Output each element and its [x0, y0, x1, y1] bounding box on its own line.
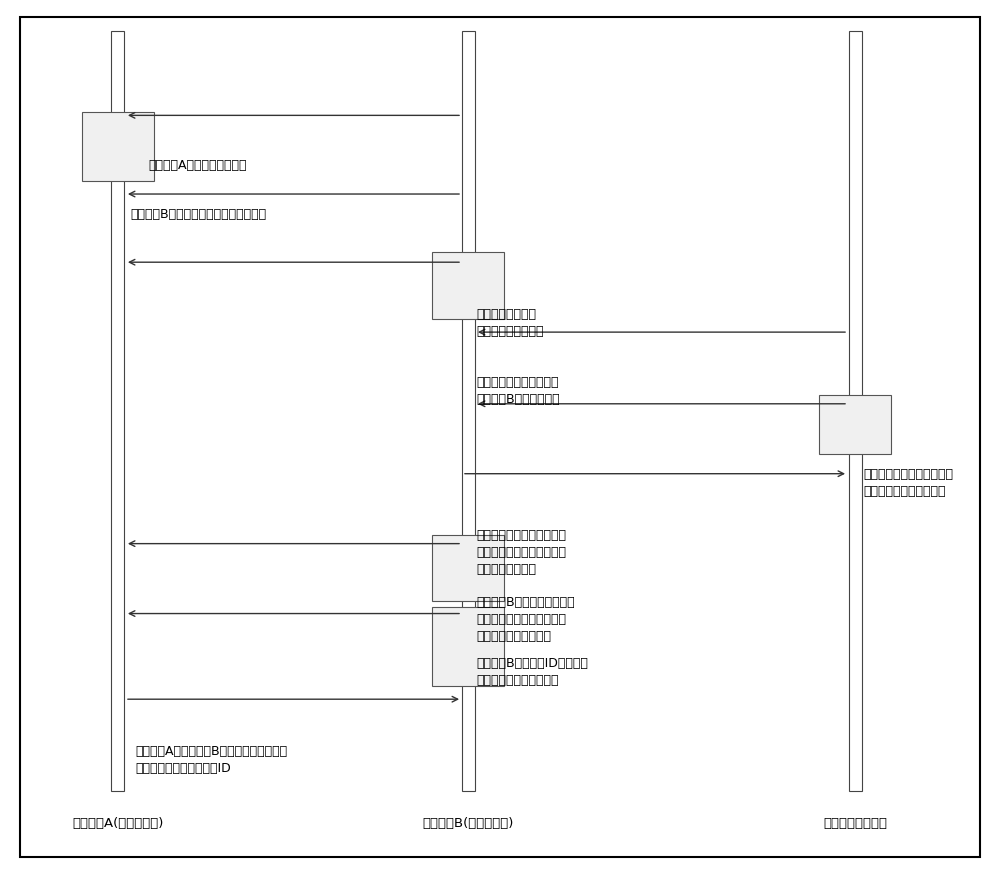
- Bar: [432, 607, 504, 686]
- Text: 中继节点A(中继子节点): 中继节点A(中继子节点): [72, 817, 164, 829]
- Text: 量子秘钥管理中心: 量子秘钥管理中心: [823, 817, 887, 829]
- Text: 从密钥池中删除已
同步成功的相关密钥: 从密钥池中删除已 同步成功的相关密钥: [476, 308, 544, 337]
- Text: 中继节点B用本节点已与中心
密钥节点同步的量子密钥对
上述相关密钥进行加密: 中继节点B用本节点已与中心 密钥节点同步的量子密钥对 上述相关密钥进行加密: [476, 596, 575, 643]
- Text: 量子秘钥中心服务器对加密
后的密钥进行解密并保存: 量子秘钥中心服务器对加密 后的密钥进行解密并保存: [863, 468, 953, 497]
- Text: 中继节点B通知中继子节点密钥同步成功: 中继节点B通知中继子节点密钥同步成功: [130, 208, 266, 221]
- Bar: [111, 31, 124, 791]
- Text: 量子秘钥中心服务器通知
中继节点B密钥同步成功: 量子秘钥中心服务器通知 中继节点B密钥同步成功: [476, 376, 560, 406]
- Bar: [462, 31, 475, 791]
- Text: 将加密后的待同步密钥发送
给中心密钥节点并同步至量
子密钥中心服务器: 将加密后的待同步密钥发送 给中心密钥节点并同步至量 子密钥中心服务器: [476, 529, 566, 576]
- Bar: [432, 535, 504, 601]
- Text: 中继节点A更新密钥状态信息: 中继节点A更新密钥状态信息: [148, 159, 246, 172]
- Text: 中继节点A向中继节点B发送密钥同步请求，
并指定要进行同步的密钥ID: 中继节点A向中继节点B发送密钥同步请求， 并指定要进行同步的密钥ID: [135, 745, 287, 774]
- Bar: [82, 112, 154, 181]
- Bar: [432, 252, 504, 319]
- Text: 中继节点B根据密钥ID从本节点
的密钥池中取出相关密钥: 中继节点B根据密钥ID从本节点 的密钥池中取出相关密钥: [476, 657, 588, 687]
- Bar: [819, 395, 891, 454]
- Text: 中继节点B(中继父节点): 中继节点B(中继父节点): [422, 817, 514, 829]
- Bar: [848, 31, 862, 791]
